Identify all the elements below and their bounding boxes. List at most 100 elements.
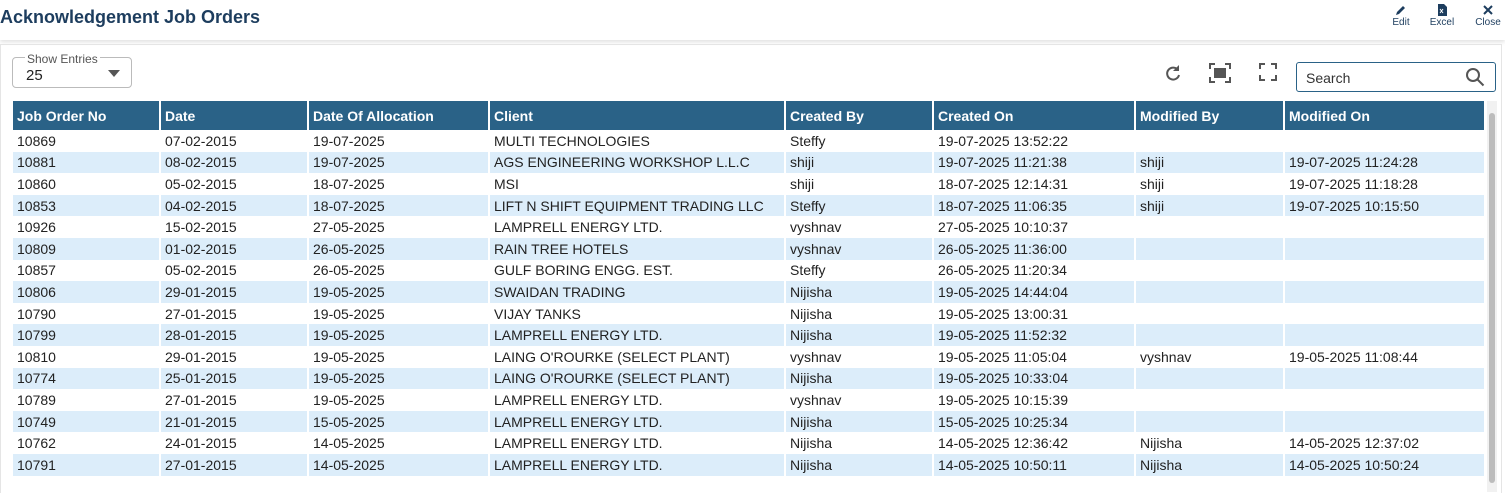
column-header[interactable]: Modified On [1284,101,1485,130]
fullscreen-icon[interactable] [1259,63,1277,81]
table-cell [1135,237,1284,260]
table-cell: 10749 [13,410,160,433]
table-cell [1284,410,1485,433]
panel [0,44,1502,493]
entries-select[interactable]: Show Entries 25 [12,52,132,88]
table-cell: Steffy [785,194,933,217]
table-row[interactable]: 10926 15-02-2015 27-05-2025 LAMPRELL ENERGY… [13,216,1485,238]
table-cell: 21-01-2015 [160,410,308,433]
table-cell: 01-02-2015 [160,237,308,260]
table-row[interactable]: 10809 01-02-2015 26-05-2025 RAIN TREE HOTEL… [13,237,1485,260]
table-cell: 10853 [13,194,160,217]
table-row[interactable]: 10857 05-02-2015 26-05-2025 GULF BORING ENG… [13,260,1485,282]
excel-button[interactable]: Excel [1422,4,1462,28]
table-cell: 10809 [13,237,160,260]
entries-value: 25 [26,67,43,84]
close-button[interactable]: Close [1468,4,1505,28]
table-cell: 15-05-2025 10:25:34 [933,410,1135,433]
table-cell: 10790 [17,305,56,322]
search-icon [1466,68,1485,87]
table-cell: LAMPRELL ENERGY LTD. [489,410,785,433]
table-cell: shiji [1135,194,1284,217]
table-cell: 24-01-2015 [165,435,237,452]
table-cell: 10762 [17,435,56,452]
table-cell: 14-05-2025 10:50:24 [1284,453,1485,476]
table-cell: vyshnav [1140,348,1192,365]
table-cell [1135,281,1284,303]
table-row[interactable]: 10789 27-01-2015 19-05-2025 LAMPRELL ENERGY… [13,389,1485,411]
table-cell: vyshnav [790,219,842,236]
table-cell [1135,324,1284,346]
table-row[interactable]: 10749 21-01-2015 15-05-2025 LAMPRELL ENERGY… [13,410,1485,433]
table-cell: 19-05-2025 10:15:39 [938,391,1068,408]
table-cell: LIFT N SHIFT EQUIPMENT TRADING LLC [489,194,785,217]
dropdown-arrow [108,70,120,77]
table-cell: 08-02-2015 [160,151,308,174]
table-cell [1135,260,1284,282]
table-cell [1284,130,1485,152]
table-row[interactable]: 10881 08-02-2015 19-07-2025 AGS ENGINEERING… [13,151,1485,174]
table-row[interactable]: 10791 27-01-2015 14-05-2025 LAMPRELL ENERGY… [13,453,1485,476]
table-cell [1135,367,1284,390]
table-cell: 19-05-2025 [308,324,489,346]
column-header[interactable]: Created On [933,101,1136,130]
table-cell: 19-07-2025 13:52:22 [938,132,1068,149]
table-cell: 10806 [13,281,160,303]
table-cell: LAING O'ROURKE (SELECT PLANT) [494,348,730,365]
table-row[interactable]: 10790 27-01-2015 19-05-2025 VIJAY TANKS Niji… [13,303,1485,325]
table-cell: 19-07-2025 11:21:38 [933,151,1135,174]
table-cell: LAING O'ROURKE (SELECT PLANT) [489,367,785,390]
refresh-icon[interactable] [1163,63,1183,83]
page-title: Acknowledgement Job Orders [0,7,261,27]
table-row[interactable]: 10853 04-02-2015 18-07-2025 LIFT N SHIFT EQ… [13,194,1485,217]
scrollbar[interactable] [1487,101,1497,492]
table-row[interactable]: 10869 07-02-2015 19-07-2025 MULTI TECHNOLOG… [13,130,1485,152]
table-row[interactable]: 10799 28-01-2015 19-05-2025 LAMPRELL ENERGY… [13,324,1485,346]
table-row[interactable]: 10810 29-01-2015 19-05-2025 LAING O'ROURKE … [13,346,1485,368]
column-header[interactable]: Client [489,101,786,130]
table-row[interactable]: 10774 25-01-2015 19-05-2025 LAING O'ROURKE … [13,367,1485,390]
edit-label: Edit [1392,17,1410,28]
table-cell [1284,389,1485,411]
column-header[interactable]: Created By [785,101,934,130]
table-cell: 25-01-2015 [160,367,308,390]
table-cell: 19-05-2025 [308,367,489,390]
edit-button[interactable]: Edit [1381,4,1421,28]
entries-label: Show Entries [25,52,100,66]
table-cell: 26-05-2025 [313,262,385,279]
table-cell: 10881 [13,151,160,174]
column-header[interactable]: Modified By [1135,101,1285,130]
table-cell: shiji [785,151,933,174]
table-cell: 19-07-2025 [308,151,489,174]
table-cell: Nijisha [1135,453,1284,476]
table-cell: Nijisha [790,305,833,322]
table-cell [1284,260,1485,282]
column-header[interactable]: Date Of Allocation [308,101,490,130]
table-cell: 19-07-2025 [313,132,385,149]
table-cell: AGS ENGINEERING WORKSHOP L.L.C [489,151,785,174]
search-placeholder: Search [1306,70,1351,86]
search-box[interactable]: Search [1296,62,1496,92]
table-row[interactable]: 10860 05-02-2015 18-07-2025 MSI shiji 18-07-2… [13,173,1485,195]
table-cell [1284,303,1485,325]
table-cell: RAIN TREE HOTELS [489,237,785,260]
table-cell: Nijisha [785,324,933,346]
table-cell: 19-07-2025 11:24:28 [1284,151,1485,174]
table-row[interactable]: 10806 29-01-2015 19-05-2025 SWAIDAN TRADING… [13,281,1485,303]
scroll-thumb[interactable] [1489,113,1495,483]
table-cell: 26-05-2025 11:20:34 [938,262,1067,279]
table-cell: Nijisha [785,410,933,433]
table-cell: 19-05-2025 [308,281,489,303]
table-cell: 18-07-2025 [313,175,385,192]
column-header[interactable]: Date [160,101,309,130]
table-cell: 10810 [17,348,56,365]
table-cell: 15-05-2025 [308,410,489,433]
table-cell: 19-07-2025 11:18:28 [1289,175,1418,192]
table-cell: MULTI TECHNOLOGIES [494,132,650,149]
table-cell: LAMPRELL ENERGY LTD. [494,435,663,452]
column-header[interactable]: Job Order No [13,101,161,130]
table-row[interactable]: 10762 24-01-2015 14-05-2025 LAMPRELL ENERGY… [13,432,1485,454]
table-cell: 19-07-2025 10:15:50 [1284,194,1485,217]
fit-icon[interactable] [1209,63,1231,83]
